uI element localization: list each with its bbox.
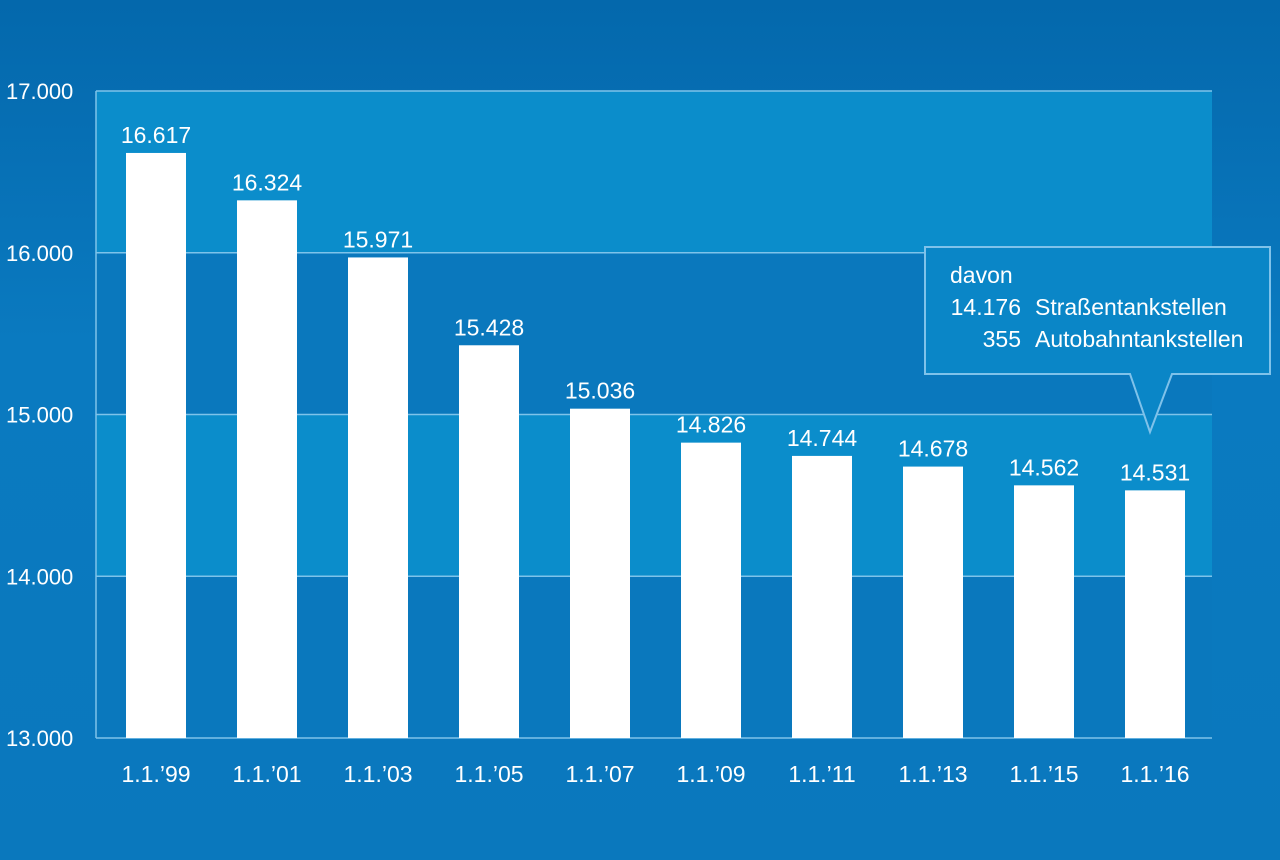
value-label: 14.826 [676,412,746,438]
value-labels: 16.617 16.324 15.971 15.428 15.036 14.826 14.7… [121,122,1190,485]
callout-row-2-label: Autobahntankstellen [1035,326,1243,352]
bar [237,200,297,738]
callout-heading: davon [950,262,1013,288]
x-tick-label: 1.1.’07 [565,761,634,787]
value-label: 14.531 [1120,459,1190,485]
bar [1125,490,1185,738]
x-tick-label: 1.1.’99 [121,761,190,787]
bar [126,152,186,738]
x-tick-label: 1.1.’01 [232,761,301,787]
value-label: 14.744 [787,425,858,451]
x-tick-label: 1.1.’16 [1120,761,1189,787]
y-tick-label: 13.000 [6,726,73,751]
value-label: 16.324 [232,169,303,195]
x-tick-label: 1.1.’09 [676,761,745,787]
value-label: 15.036 [565,378,635,404]
bar [570,408,630,738]
bar [792,455,852,738]
y-tick-label: 16.000 [6,241,73,266]
value-label: 14.678 [898,436,968,462]
callout-row-1-value: 14.176 [951,294,1021,320]
x-tick-label: 1.1.’05 [454,761,523,787]
x-tick-label: 1.1.’13 [898,761,967,787]
y-tick-label: 15.000 [6,403,73,428]
x-tick-label: 1.1.’11 [788,761,855,787]
value-label: 16.617 [121,122,191,148]
value-label: 15.971 [343,226,413,252]
bar [348,257,408,738]
x-axis-labels: 1.1.’99 1.1.’01 1.1.’03 1.1.’05 1.1.’07 1.1.’… [121,761,1189,787]
value-label: 15.428 [454,314,524,340]
bars [126,152,1185,738]
x-tick-label: 1.1.’03 [343,761,412,787]
value-label: 14.562 [1009,454,1079,480]
y-axis-ticks: 13.000 14.000 15.000 16.000 17.000 [6,79,73,751]
bar [903,466,963,738]
bar [1014,485,1074,738]
x-tick-label: 1.1.’15 [1009,761,1078,787]
annotation-callout: davon 14.176 Straßentankstellen 355 Auto… [924,246,1271,435]
bar [459,345,519,738]
callout-row-1-label: Straßentankstellen [1035,294,1227,320]
y-tick-label: 14.000 [6,564,73,589]
callout-row-2-value: 355 [983,326,1021,352]
y-tick-label: 17.000 [6,79,73,104]
bar [681,442,741,738]
callout-box [924,246,1271,435]
